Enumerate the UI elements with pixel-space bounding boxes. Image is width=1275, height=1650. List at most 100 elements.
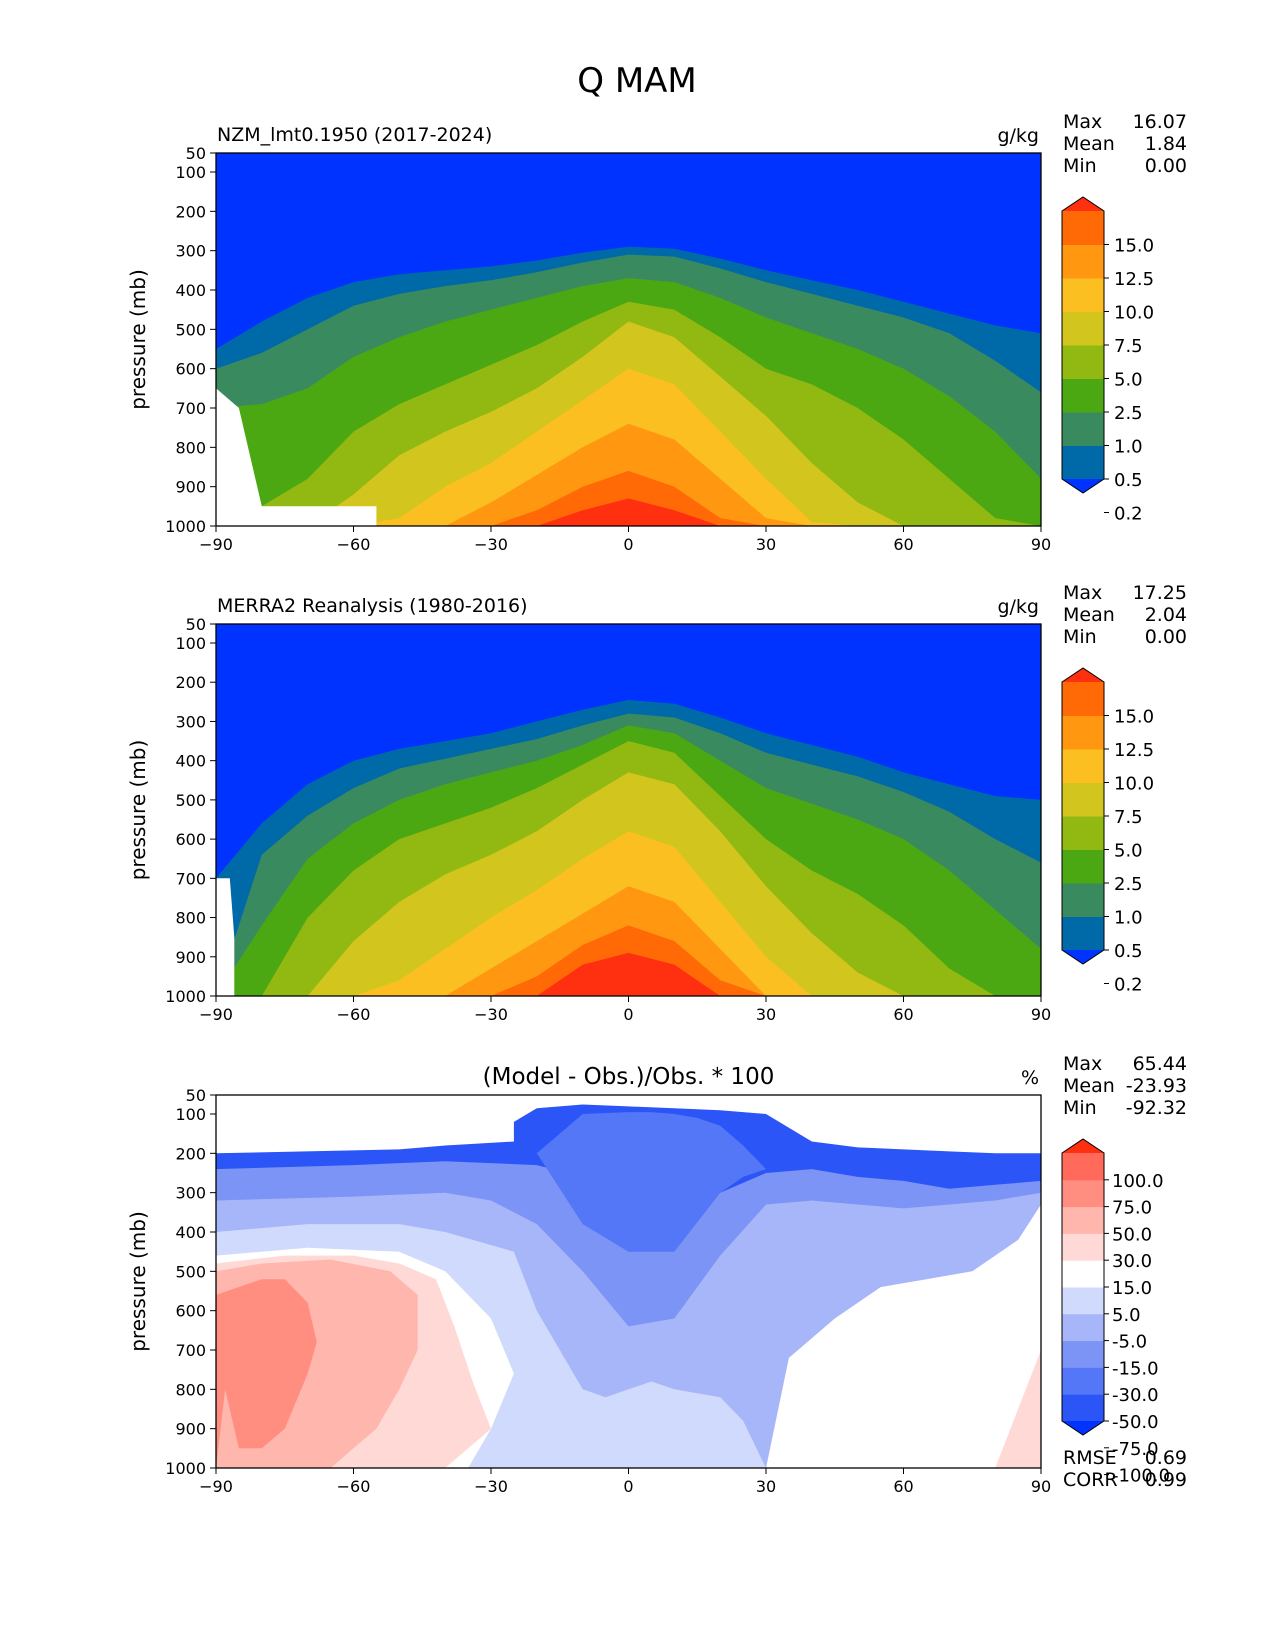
colorbar-label: 100.0: [1112, 1171, 1164, 1192]
colorbar-label: 7.5: [1114, 807, 1143, 828]
y-tick-label: 800: [175, 1380, 206, 1399]
y-tick-label: 700: [175, 1341, 206, 1360]
colorbar-extend-bottom: [1062, 950, 1104, 964]
colorbar-segment: [1062, 682, 1104, 716]
x-tick-label: −90: [199, 535, 233, 554]
colorbar-extend-top: [1062, 668, 1104, 682]
y-tick-label: 300: [175, 1184, 206, 1203]
colorbar-label: 7.5: [1114, 336, 1143, 357]
colorbar-label: 0.5: [1114, 470, 1143, 491]
y-tick-label: 600: [175, 360, 206, 379]
colorbar-label: 10.0: [1114, 303, 1154, 324]
colorbar-label: 12.5: [1114, 269, 1154, 290]
y-tick-label: 500: [175, 320, 206, 339]
stat-value: 16.07: [1133, 111, 1187, 133]
colorbar-extend-top: [1062, 1139, 1104, 1153]
colorbar-segment: [1062, 1153, 1104, 1181]
stat-label: RMSE: [1063, 1447, 1117, 1469]
colorbar-label: 15.0: [1114, 707, 1154, 728]
panel-title: MERRA2 Reanalysis (1980-2016): [217, 595, 528, 617]
colorbar-segment: [1062, 211, 1104, 245]
y-tick-label: 600: [175, 1302, 206, 1321]
colorbar-label: -50.0: [1112, 1412, 1159, 1433]
contour-field: [216, 624, 1041, 996]
x-tick-label: 0: [623, 535, 633, 554]
colorbar-label: 75.0: [1112, 1198, 1152, 1219]
y-tick-label: 700: [175, 869, 206, 888]
y-tick-label: 200: [175, 1144, 206, 1163]
missing-data-mask: [216, 878, 235, 996]
colorbar-segment: [1062, 1233, 1104, 1261]
colorbar-segment: [1062, 883, 1104, 917]
x-tick-label: 0: [623, 1005, 633, 1024]
colorbar-label: 0.2: [1114, 975, 1143, 996]
y-axis-label: pressure (mb): [126, 1211, 150, 1352]
colorbar-segment: [1062, 244, 1104, 279]
missing-data-mask: [216, 388, 377, 526]
colorbar-extend-bottom: [1062, 1421, 1104, 1435]
y-tick-label: 100: [175, 163, 206, 182]
colorbar-segment: [1062, 345, 1104, 379]
x-tick-label: 90: [1031, 1477, 1051, 1496]
colorbar-segment: [1062, 278, 1104, 312]
colorbar-label: -15.0: [1112, 1358, 1159, 1379]
colorbar-label: -100.0: [1112, 1466, 1170, 1487]
stat-label: Max: [1063, 111, 1102, 133]
x-tick-label: 90: [1031, 1005, 1051, 1024]
x-tick-label: 60: [893, 1005, 913, 1024]
colorbar-segment: [1062, 412, 1104, 446]
y-axis-label: pressure (mb): [126, 740, 150, 881]
y-tick-label: 300: [175, 242, 206, 261]
colorbar-segment: [1062, 782, 1104, 817]
colorbar: 15.0 12.5 10.0 7.5 5.0 2.5 1.0 0.5 0.2: [1061, 196, 1154, 525]
contour-band-9: [216, 952, 1041, 996]
colorbar-label: 2.5: [1114, 403, 1143, 424]
y-tick-label: 1000: [165, 1459, 206, 1478]
y-tick-label: 100: [175, 1105, 206, 1124]
colorbar-label: 1.0: [1114, 437, 1143, 458]
colorbar-label: 1.0: [1114, 908, 1143, 929]
colorbar: 100.0 75.0 50.0 30.0 15.0 5.0 -5.0 -15.0 -30.0 -5…: [1061, 1138, 1170, 1487]
contour-band-9: [216, 498, 1041, 526]
x-tick-label: −60: [337, 535, 371, 554]
units-label: g/kg: [997, 596, 1039, 618]
colorbar-segment: [1062, 1287, 1104, 1315]
x-tick-label: 90: [1031, 535, 1051, 554]
colorbar-label: 0.5: [1114, 941, 1143, 962]
colorbar-segment: [1062, 749, 1104, 783]
colorbar-segment: [1062, 445, 1104, 480]
y-tick-label: 900: [175, 478, 206, 497]
x-tick-label: −60: [337, 1477, 371, 1496]
colorbar-segment: [1062, 378, 1104, 413]
x-tick-label: 60: [893, 1477, 913, 1496]
x-tick-label: −30: [474, 535, 508, 554]
colorbar-extend-bottom: [1062, 479, 1104, 493]
colorbar-label: 10.0: [1114, 774, 1154, 795]
colorbar-segment: [1062, 1206, 1104, 1234]
stat-value: 0.69: [1145, 1447, 1187, 1469]
stat-label: Mean: [1063, 604, 1115, 626]
colorbar-label: 12.5: [1114, 740, 1154, 761]
colorbar-segment: [1062, 715, 1104, 750]
colorbar-segment: [1062, 1340, 1104, 1368]
stat-label: Min: [1063, 155, 1097, 177]
colorbar-label: 5.0: [1114, 370, 1143, 391]
x-tick-label: 60: [893, 535, 913, 554]
y-tick-label: 200: [175, 673, 206, 692]
y-tick-label: 50: [186, 144, 206, 163]
x-tick-label: 30: [756, 535, 776, 554]
y-tick-label: 900: [175, 1420, 206, 1439]
stat-label: CORR: [1063, 1469, 1118, 1491]
contour-field: [216, 1095, 1041, 1468]
colorbar-label: 0.2: [1114, 504, 1143, 525]
x-tick-label: 30: [756, 1005, 776, 1024]
y-tick-label: 100: [175, 634, 206, 653]
y-axis-label: pressure (mb): [126, 269, 150, 410]
y-tick-label: 50: [186, 615, 206, 634]
colorbar-segment: [1062, 1367, 1104, 1395]
colorbar-segment: [1062, 311, 1104, 346]
contour-field: [216, 153, 1041, 526]
